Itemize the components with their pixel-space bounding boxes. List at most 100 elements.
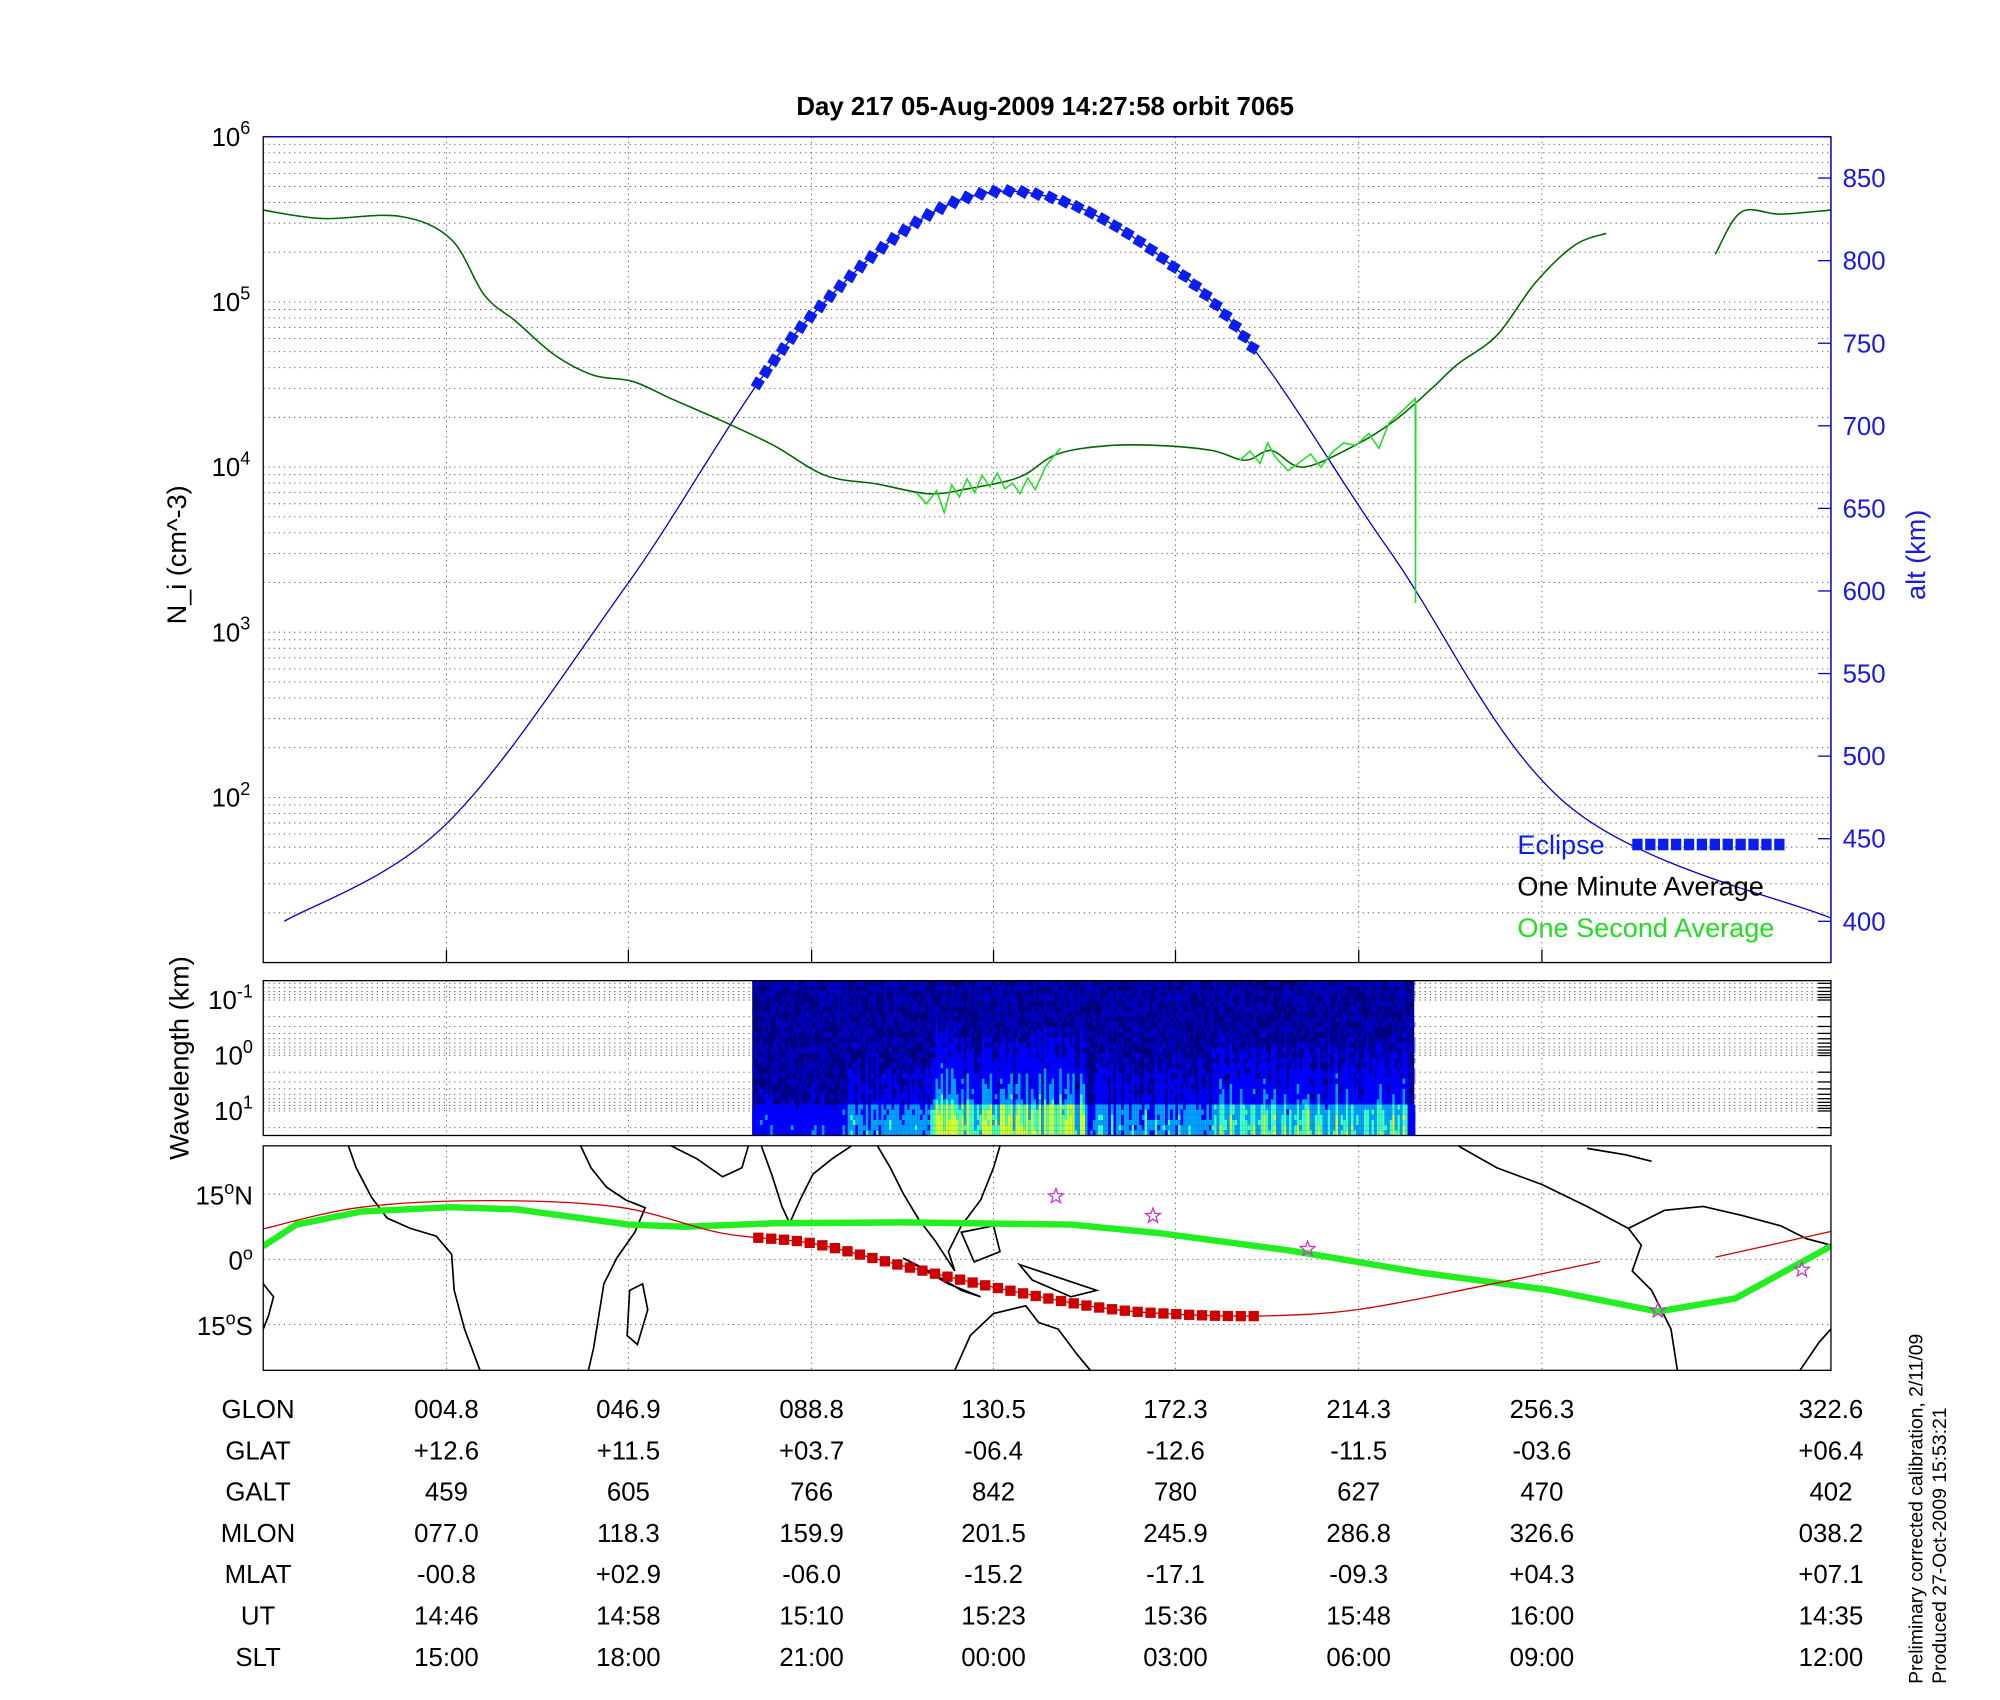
spectrogram-cell <box>1335 1089 1339 1095</box>
spectrogram-cell <box>1023 1042 1026 1048</box>
spectrogram-cell <box>1301 1114 1305 1120</box>
spectrogram-cell <box>1317 1037 1320 1043</box>
spectrogram-cell <box>806 1001 809 1007</box>
spectrogram-cell <box>1327 1104 1331 1110</box>
spectrogram-cell <box>925 1125 928 1131</box>
spectrogram-cell <box>1020 980 1024 986</box>
spectrogram-cell <box>775 1037 779 1043</box>
spectrogram-cell <box>1309 1001 1313 1007</box>
spectrogram-cell <box>1255 1078 1259 1084</box>
spectrogram-cell <box>1067 980 1070 986</box>
spectrogram-cell <box>1098 1042 1101 1048</box>
spectrogram-cell <box>922 1109 926 1115</box>
spectrogram-cell <box>1098 1058 1101 1064</box>
spectrogram-cell <box>1149 1042 1153 1048</box>
spectrogram-cell <box>1023 1058 1026 1064</box>
spectrogram-cell <box>1170 996 1173 1002</box>
legend-eclipse-marker <box>1761 838 1772 851</box>
spectrogram-cell <box>1183 996 1186 1002</box>
spectrogram-cell <box>1237 1001 1240 1007</box>
spectrogram-cell <box>850 1042 853 1048</box>
spectrogram-cell <box>855 1130 859 1136</box>
spectrogram-cell <box>785 1109 789 1115</box>
spectrogram-cell <box>1304 1078 1308 1084</box>
spectrogram-cell <box>847 1109 851 1115</box>
spectrogram-cell <box>1211 996 1215 1002</box>
spectrogram-cell <box>762 996 766 1002</box>
spectrogram-cell <box>824 1114 828 1120</box>
spectrogram-cell <box>811 1083 815 1090</box>
spectrogram-cell <box>752 1083 755 1090</box>
spectrogram-cell <box>1072 1099 1075 1105</box>
spectrogram-cell <box>845 1068 848 1074</box>
spectrogram-cell <box>780 1032 784 1038</box>
spectrogram-cell <box>808 1021 812 1028</box>
spectrogram-cell <box>1263 1068 1266 1074</box>
spectrogram-cell <box>1216 1114 1220 1120</box>
spectrogram-cell <box>1131 1114 1135 1120</box>
spectrogram-cell <box>968 1083 972 1090</box>
spectrogram-cell <box>1190 1125 1194 1131</box>
spectrogram-cell <box>1134 1027 1137 1033</box>
spectrogram-cell <box>876 1094 879 1100</box>
spectrogram-cell <box>1317 1006 1320 1012</box>
spectrogram-cell <box>1185 996 1189 1002</box>
spectrogram-cell <box>1028 1114 1031 1120</box>
spectrogram-cell <box>1136 996 1140 1002</box>
spectrogram-cell <box>827 1032 830 1038</box>
spectrogram-cell <box>914 1037 918 1043</box>
spectrogram-cell <box>1036 1104 1039 1110</box>
spectrogram-cell <box>1268 1063 1271 1069</box>
spectrogram-cell <box>1268 1099 1271 1105</box>
spectrogram-cell <box>762 1021 766 1028</box>
spectrogram-cell <box>930 1094 933 1100</box>
spectrogram-cell <box>1012 1094 1016 1100</box>
spectrogram-cell <box>1250 1068 1253 1074</box>
spectrogram-cell <box>1278 1068 1282 1074</box>
spectrogram-cell <box>1054 1099 1057 1105</box>
spectrogram-cell <box>1234 1027 1238 1033</box>
spectrogram-cell <box>1072 1109 1075 1115</box>
spectrogram-cell <box>961 1125 964 1131</box>
spectrogram-cell <box>888 1099 892 1105</box>
spectrogram-cell <box>1118 1094 1122 1100</box>
spectrogram-cell <box>834 1078 838 1084</box>
spectrogram-cell <box>1206 1099 1209 1105</box>
spectrogram-cell <box>886 1037 889 1043</box>
spectrogram-cell <box>870 1042 874 1048</box>
spectrogram-cell <box>1317 1047 1320 1053</box>
spectrogram-cell <box>1286 1027 1289 1033</box>
spectrogram-cell <box>904 1042 908 1048</box>
spectrogram-cell <box>1141 1094 1145 1100</box>
spectrogram-cell <box>1069 1042 1073 1048</box>
spectrogram-cell <box>1332 1006 1336 1012</box>
spectrogram-cell <box>940 1011 944 1017</box>
spectrogram-cell <box>1077 1078 1080 1084</box>
y-tick-label: 104 <box>212 449 251 483</box>
spectrogram-cell <box>917 1114 920 1120</box>
spectrogram-cell <box>832 996 835 1002</box>
spectrogram-cell <box>1175 1114 1179 1120</box>
spectrogram-cell <box>1007 1130 1011 1136</box>
spectrogram-cell <box>806 1120 809 1126</box>
spectrogram-cell <box>819 1073 822 1079</box>
spectrogram-cell <box>989 1109 993 1115</box>
spectrogram-cell <box>1214 1104 1217 1110</box>
spectrogram-cell <box>1206 1073 1209 1079</box>
spectrogram-cell <box>1250 1078 1253 1084</box>
eclipse-marker <box>775 341 790 357</box>
spectrogram-cell <box>907 1027 910 1033</box>
spectrogram-cell <box>870 996 874 1002</box>
spectrogram-cell <box>1095 1130 1099 1136</box>
spectrogram-cell <box>950 1104 954 1110</box>
spectrogram-cell <box>770 1068 773 1074</box>
spectrogram-cell <box>1079 1047 1083 1053</box>
spectrogram-cell <box>757 990 760 997</box>
legend-eclipse-marker <box>1709 838 1720 851</box>
spectrogram-cell <box>899 1052 902 1059</box>
spectrogram-cell <box>1030 1047 1034 1053</box>
spectrogram-cell <box>925 1078 928 1084</box>
spectrogram-cell <box>1128 1104 1132 1110</box>
spectrogram-cell <box>1036 1114 1039 1120</box>
spectrogram-cell <box>1319 1120 1323 1126</box>
